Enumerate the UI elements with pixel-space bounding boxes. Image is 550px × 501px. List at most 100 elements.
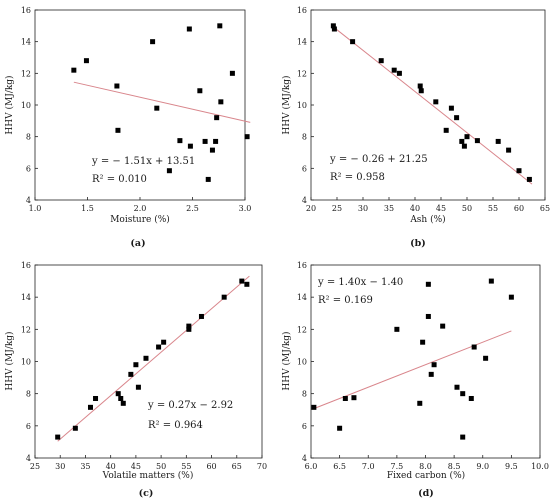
data-point xyxy=(166,168,172,174)
y-tick-label: 6 xyxy=(26,422,31,431)
data-point xyxy=(213,138,219,144)
data-point xyxy=(391,67,397,73)
data-point xyxy=(461,143,467,149)
x-tick-label: 35 xyxy=(80,462,90,471)
data-point xyxy=(337,425,343,431)
data-point xyxy=(218,99,224,105)
y-tick-label: 10 xyxy=(297,101,307,110)
x-tick-label: 60 xyxy=(206,462,216,471)
data-point xyxy=(87,404,93,410)
y-tick-label: 8 xyxy=(302,390,307,399)
x-tick-label: 30 xyxy=(55,462,65,471)
x-tick-label: 40 xyxy=(410,204,420,213)
data-point xyxy=(239,278,245,284)
x-tick-label: 50 xyxy=(156,462,166,471)
data-point xyxy=(506,147,512,153)
data-point xyxy=(93,395,99,401)
trend-line xyxy=(73,81,251,123)
data-point xyxy=(516,168,522,174)
y-tick-label: 12 xyxy=(297,69,307,78)
y-tick-label: 14 xyxy=(297,293,307,302)
y-tick-label: 6 xyxy=(302,164,307,173)
data-point xyxy=(156,344,162,350)
y-tick-label: 16 xyxy=(297,261,307,270)
x-tick-label: 6.5 xyxy=(333,462,346,471)
data-point xyxy=(120,400,126,406)
x-tick-label: 30 xyxy=(358,204,368,213)
data-point xyxy=(71,67,77,73)
data-point xyxy=(186,326,192,332)
data-point xyxy=(331,26,337,32)
data-point xyxy=(187,143,193,149)
x-tick-label: 10.0 xyxy=(531,462,549,471)
x-tick-label: 1.0 xyxy=(29,204,42,213)
y-axis-title: HHV (MJ/kg) xyxy=(281,331,292,390)
data-point xyxy=(378,58,384,64)
data-point xyxy=(244,281,250,287)
data-point xyxy=(425,313,431,319)
x-tick-label: 50 xyxy=(462,204,472,213)
data-point xyxy=(202,138,208,144)
x-tick-label: 60 xyxy=(514,204,524,213)
y-axis-title: HHV (MJ/kg) xyxy=(4,75,15,134)
x-tick-label: 9.5 xyxy=(505,462,518,471)
x-tick-label: 55 xyxy=(488,204,498,213)
data-point xyxy=(460,391,466,397)
panel-1: 1.0 1.5 2.0 2.5 3.0 4 6 8 10 12 14 16 Moisture (%) HH… xyxy=(4,6,251,249)
data-point xyxy=(488,278,494,284)
data-point xyxy=(454,384,460,390)
y-tick-label: 4 xyxy=(26,196,31,205)
x-tick-label: 45 xyxy=(436,204,446,213)
x-tick-label: 45 xyxy=(131,462,141,471)
y-tick-label: 12 xyxy=(21,69,31,78)
x-axis-title: Volatile matters (%) xyxy=(102,470,194,481)
y-axis-title: HHV (MJ/kg) xyxy=(4,331,15,390)
y-tick-label: 16 xyxy=(21,6,31,15)
data-point xyxy=(418,88,424,94)
data-point xyxy=(396,70,402,76)
data-point xyxy=(186,323,192,329)
y-tick-label: 14 xyxy=(297,38,307,47)
data-point xyxy=(72,425,78,431)
x-tick-label: 7.5 xyxy=(391,462,404,471)
x-tick-label: 35 xyxy=(384,204,394,213)
data-point xyxy=(394,326,400,332)
y-tick-label: 16 xyxy=(21,261,31,270)
data-point xyxy=(214,115,220,121)
data-point xyxy=(115,127,121,133)
data-point xyxy=(115,391,121,397)
y-tick-label: 6 xyxy=(302,422,307,431)
data-point xyxy=(209,147,215,153)
regression-equation: y = 1.40x − 1.40 xyxy=(317,277,403,288)
x-tick-label: 25 xyxy=(332,204,342,213)
y-tick-label: 4 xyxy=(26,454,31,463)
y-tick-label: 8 xyxy=(26,133,31,142)
data-point xyxy=(471,344,477,350)
y-tick-label: 8 xyxy=(26,390,31,399)
data-point xyxy=(244,134,250,140)
x-tick-label: 20 xyxy=(306,204,316,213)
x-axis-title: Moisture (%) xyxy=(110,214,170,225)
x-tick-label: 8.5 xyxy=(448,462,461,471)
y-tick-label: 16 xyxy=(297,6,307,15)
regression-equation: y = − 0.26 + 21.25 xyxy=(329,154,428,165)
data-point xyxy=(311,404,317,410)
x-tick-label: 9.0 xyxy=(476,462,489,471)
x-tick-label: 65 xyxy=(232,462,242,471)
y-tick-label: 14 xyxy=(21,293,31,302)
data-point xyxy=(460,434,466,440)
data-point xyxy=(150,39,156,45)
x-tick-label: 2.0 xyxy=(134,204,147,213)
x-tick-label: 25 xyxy=(30,462,40,471)
x-tick-label: 65 xyxy=(540,204,550,213)
data-point xyxy=(330,23,336,29)
data-point xyxy=(143,355,149,361)
data-point xyxy=(428,371,434,377)
x-axis-title: Fixed carbon (%) xyxy=(387,470,465,481)
y-tick-label: 6 xyxy=(26,164,31,173)
panel-4: 6.0 6.5 7.0 7.5 8.0 8.5 9.0 9.5 10.0 4 6 8 10 12 14 16 F… xyxy=(281,261,549,499)
regression-equation: y = − 1.51x + 13.51 xyxy=(91,156,195,167)
regression-equation: y = 0.27x − 2.92 xyxy=(147,400,233,411)
x-tick-label: 70 xyxy=(257,462,267,471)
